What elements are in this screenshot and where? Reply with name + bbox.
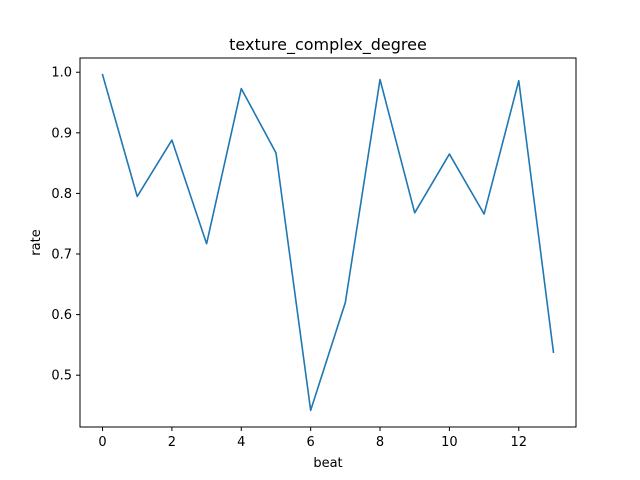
x-tick-label: 6 [307,435,315,450]
y-tick-label: 0.9 [51,126,72,141]
plot-background [80,58,576,427]
x-tick-label: 4 [237,435,245,450]
x-tick-label: 0 [98,435,106,450]
y-axis-label: rate [29,229,44,255]
x-axis-label: beat [313,456,342,471]
y-tick-label: 0.7 [51,248,72,263]
chart-title: texture_complex_degree [229,35,427,55]
y-tick-label: 0.6 [51,308,72,323]
plot-area [80,58,576,427]
y-tick-label: 1.0 [51,66,72,81]
x-tick-label: 10 [441,435,458,450]
x-tick-label: 2 [168,435,176,450]
x-tick-label: 8 [376,435,384,450]
y-tick-label: 0.8 [51,187,72,202]
x-tick-label: 12 [510,435,527,450]
y-tick-label: 0.5 [51,369,72,384]
